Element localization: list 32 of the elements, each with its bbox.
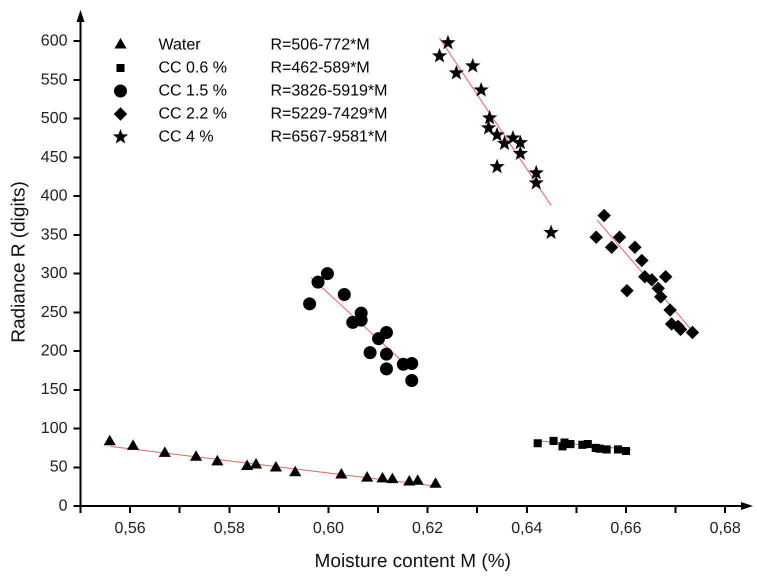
y-tick-label: 0 [58, 497, 68, 514]
y-tick-label: 450 [40, 148, 68, 166]
y-tick-label: 550 [40, 71, 68, 88]
x-tick-label: 0,56 [114, 520, 146, 538]
legend-label: CC 1.5 % [158, 82, 227, 100]
x-tick-label: 0,62 [412, 520, 444, 538]
y-axis-title: Radiance R (digits) [8, 181, 30, 343]
y-tick-label: 200 [40, 342, 68, 360]
y-tick-label: 250 [40, 304, 68, 321]
y-tick-label: 400 [40, 188, 68, 205]
y-tick-label: 150 [40, 381, 68, 398]
annotation: R=462-589*M [270, 59, 370, 76]
legend-label: Water [158, 36, 202, 54]
legend-label: CC 0.6 % [158, 59, 227, 76]
annotation: R=6567-9581*M [270, 128, 388, 146]
x-tick-label: 0,64 [511, 520, 542, 538]
y-tick-label: 350 [40, 226, 68, 244]
annotation: R=506-772*M [270, 36, 370, 54]
y-tick-label: 100 [40, 420, 68, 437]
x-tick-label: 0,60 [312, 520, 344, 538]
x-tick-label: 0,66 [610, 520, 642, 538]
y-tick-label: 50 [50, 458, 68, 476]
annotation: R=5229-7429*M [270, 105, 388, 122]
y-tick-label: 500 [40, 110, 68, 128]
x-tick-label: 0,68 [710, 520, 741, 538]
annotation: R=3826-5919*M [270, 82, 388, 100]
y-tick-label: 300 [40, 265, 68, 282]
y-tick-label: 600 [40, 32, 68, 50]
x-tick-label: 0,58 [214, 520, 245, 538]
x-axis-title: Moisture content M (%) [314, 550, 511, 572]
legend-label: CC 2.2 % [158, 105, 227, 122]
legend-label: CC 4 % [158, 128, 214, 146]
